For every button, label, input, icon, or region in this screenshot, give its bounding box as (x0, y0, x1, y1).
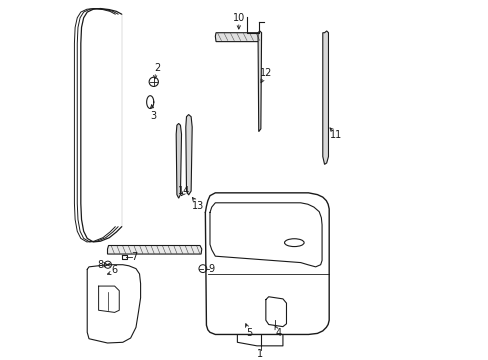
Text: 10: 10 (232, 13, 244, 23)
Text: 6: 6 (111, 265, 118, 275)
Text: 8: 8 (97, 260, 103, 270)
Text: 5: 5 (245, 328, 252, 338)
Text: 14: 14 (178, 186, 190, 196)
Polygon shape (215, 33, 260, 42)
Text: 2: 2 (154, 63, 160, 73)
Polygon shape (185, 114, 192, 195)
Polygon shape (107, 246, 202, 254)
Text: 12: 12 (259, 68, 271, 78)
Polygon shape (258, 31, 261, 132)
Text: 7: 7 (131, 252, 138, 262)
Text: 9: 9 (208, 264, 214, 274)
Text: 1: 1 (257, 349, 263, 359)
Text: 11: 11 (329, 130, 342, 140)
Text: 4: 4 (275, 328, 281, 338)
Text: 3: 3 (150, 111, 156, 121)
Polygon shape (322, 31, 328, 165)
Polygon shape (176, 123, 181, 198)
Text: 13: 13 (192, 201, 204, 211)
